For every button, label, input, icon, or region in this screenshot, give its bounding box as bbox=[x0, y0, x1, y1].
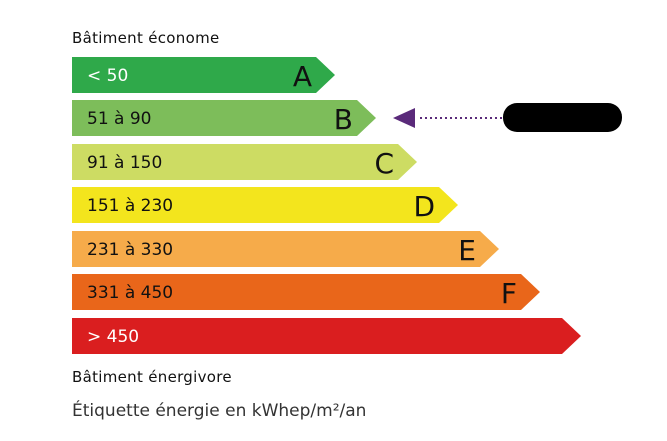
class-bar-a bbox=[72, 57, 335, 93]
class-range-label: 331 à 450 bbox=[87, 283, 173, 303]
indicator-arrow-icon bbox=[393, 108, 415, 128]
class-range-label: < 50 bbox=[87, 66, 128, 86]
class-range-label: 151 à 230 bbox=[87, 196, 173, 216]
class-letter: A bbox=[293, 60, 312, 93]
class-range-label: 91 à 150 bbox=[87, 153, 162, 173]
top-label: Bâtiment économe bbox=[72, 29, 220, 47]
class-letter: D bbox=[413, 190, 435, 223]
class-bar-d bbox=[72, 187, 458, 223]
class-letter: E bbox=[458, 234, 476, 267]
class-letter: B bbox=[334, 103, 353, 136]
class-bar-b bbox=[72, 100, 376, 136]
bottom-label: Bâtiment énergivore bbox=[72, 368, 232, 386]
class-range-label: 51 à 90 bbox=[87, 109, 152, 129]
class-bar-c bbox=[72, 144, 417, 180]
class-bar-e bbox=[72, 231, 499, 267]
class-bar-g bbox=[72, 318, 581, 354]
class-bar-f bbox=[72, 274, 540, 310]
class-letter: F bbox=[501, 277, 517, 310]
class-letter: C bbox=[374, 147, 394, 180]
redacted-value bbox=[503, 103, 622, 132]
class-range-label: > 450 bbox=[87, 327, 139, 347]
class-range-label: 231 à 330 bbox=[87, 240, 173, 260]
unit-caption: Étiquette énergie en kWhep/m²/an bbox=[72, 401, 367, 421]
